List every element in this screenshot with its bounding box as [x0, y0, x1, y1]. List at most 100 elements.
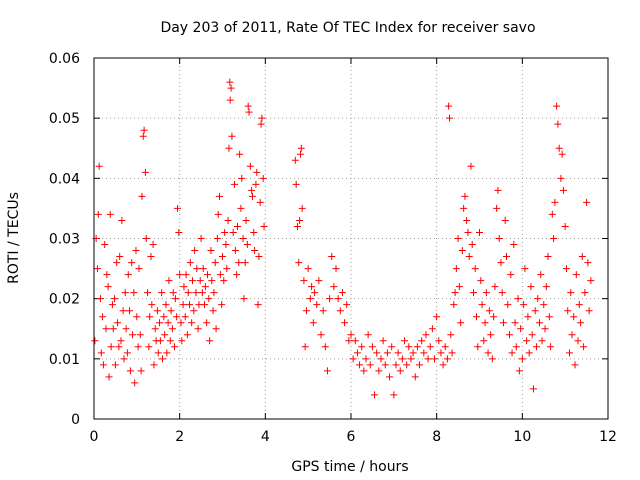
- data-point: [171, 295, 179, 303]
- data-point: [259, 174, 267, 182]
- data-point: [508, 349, 516, 357]
- data-point: [158, 289, 166, 297]
- data-point: [356, 361, 364, 369]
- data-point: [538, 337, 546, 345]
- data-point: [114, 319, 122, 327]
- data-point: [321, 343, 329, 351]
- data-point: [461, 192, 469, 200]
- data-point: [455, 283, 463, 291]
- data-point: [142, 235, 150, 242]
- data-point: [537, 271, 545, 279]
- x-axis-label: GPS time / hours: [291, 459, 408, 475]
- data-point: [515, 367, 523, 375]
- data-point: [156, 337, 164, 345]
- y-tick-label: 0.04: [49, 171, 80, 187]
- data-point: [517, 325, 525, 333]
- data-point: [420, 349, 428, 357]
- data-point: [571, 361, 579, 369]
- data-point: [416, 361, 424, 369]
- data-point: [255, 253, 263, 261]
- data-point: [317, 331, 325, 339]
- data-point: [148, 301, 156, 309]
- data-point: [323, 367, 331, 375]
- data-point: [116, 253, 124, 261]
- data-point: [93, 265, 101, 273]
- data-point: [511, 319, 519, 327]
- data-point: [541, 325, 549, 333]
- data-point: [392, 361, 400, 369]
- data-point: [457, 319, 465, 327]
- data-point: [561, 222, 569, 230]
- data-point: [164, 319, 172, 327]
- data-point: [197, 235, 205, 242]
- data-point: [328, 253, 336, 261]
- data-point: [201, 283, 209, 291]
- data-point: [494, 186, 502, 194]
- plot-frame: [93, 57, 609, 420]
- data-point: [473, 313, 481, 321]
- data-point: [199, 265, 207, 273]
- y-tick-label: 0.05: [49, 111, 80, 127]
- data-point: [529, 385, 537, 393]
- data-point: [174, 204, 182, 212]
- data-point: [558, 150, 566, 158]
- data-point: [491, 283, 499, 291]
- data-point: [248, 186, 256, 194]
- x-tick-label: 10: [513, 429, 531, 445]
- data-point: [123, 349, 131, 357]
- data-point: [446, 114, 454, 122]
- data-point: [243, 241, 251, 249]
- data-point: [565, 349, 573, 357]
- data-point: [167, 307, 175, 315]
- data-point: [504, 301, 512, 309]
- data-point: [151, 325, 159, 333]
- data-point: [485, 307, 493, 315]
- y-tick-label: 0: [71, 412, 80, 428]
- data-point: [487, 331, 495, 339]
- data-point: [373, 349, 381, 357]
- data-point: [189, 277, 197, 285]
- data-point: [512, 343, 520, 351]
- data-point: [102, 325, 110, 333]
- data-point: [302, 307, 310, 315]
- data-point: [388, 343, 396, 351]
- data-point: [315, 277, 323, 285]
- data-point: [173, 313, 181, 321]
- data-point: [445, 102, 453, 110]
- data-point: [338, 289, 346, 297]
- data-point: [398, 355, 406, 363]
- data-point: [126, 307, 134, 315]
- data-point: [134, 343, 142, 351]
- data-point: [531, 307, 539, 315]
- data-point: [229, 228, 237, 236]
- data-point: [205, 295, 213, 303]
- data-point: [194, 325, 202, 333]
- data-point: [201, 301, 209, 309]
- y-tick-label: 0.03: [49, 232, 80, 248]
- data-point: [245, 108, 253, 116]
- data-point: [193, 265, 201, 273]
- data-point: [203, 319, 211, 327]
- data-point: [308, 283, 316, 291]
- x-tick-label: 2: [175, 429, 184, 445]
- data-point: [295, 259, 303, 267]
- data-point: [521, 265, 529, 273]
- data-point: [574, 337, 582, 345]
- data-point: [168, 325, 176, 333]
- data-point: [422, 331, 430, 339]
- data-point: [460, 204, 468, 212]
- data-point: [311, 289, 319, 297]
- data-point: [256, 198, 264, 206]
- data-point: [545, 313, 553, 321]
- data-point: [505, 331, 513, 339]
- data-point: [94, 210, 102, 218]
- data-point: [313, 301, 321, 309]
- data-point: [443, 355, 451, 363]
- data-point: [105, 373, 113, 381]
- data-point: [368, 343, 376, 351]
- data-point: [132, 247, 140, 255]
- data-point: [471, 265, 479, 273]
- data-point: [452, 265, 460, 273]
- data-point: [375, 367, 383, 375]
- data-point: [222, 241, 230, 249]
